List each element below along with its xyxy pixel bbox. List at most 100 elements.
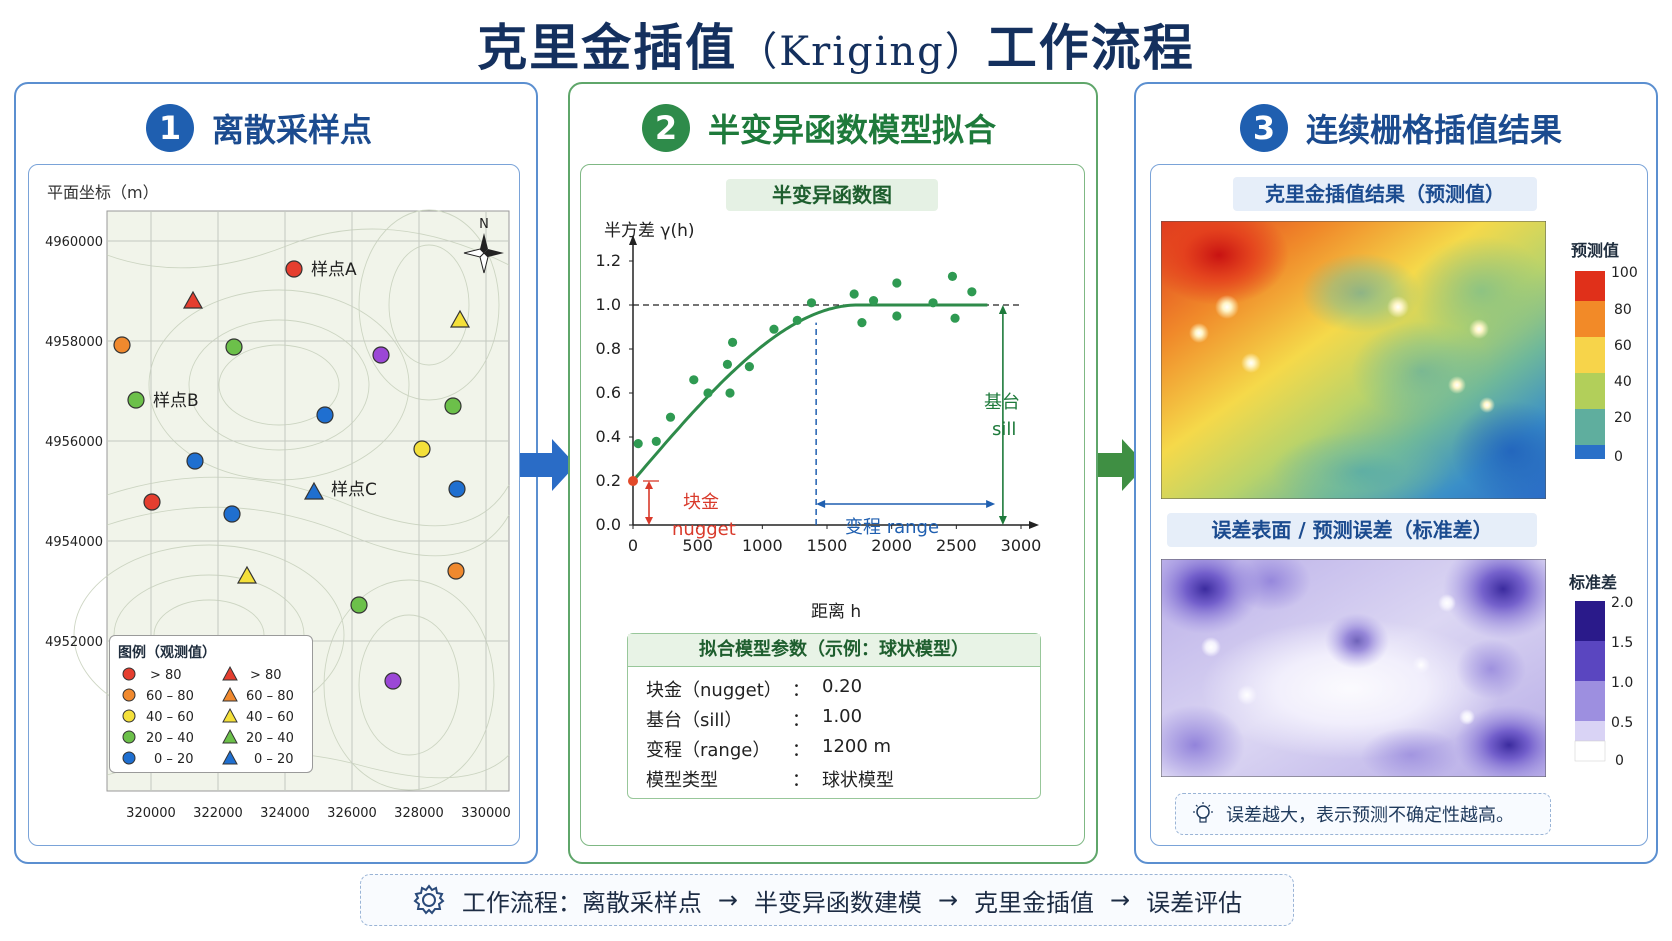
y-tick-label: 0.4 bbox=[596, 427, 621, 446]
step-number-1: 1 bbox=[146, 104, 194, 152]
panel-variogram: 2 半变异函数模型拟合 半变异函数图 半方差 γ(h) 距离 h 0 500 100… bbox=[568, 82, 1098, 864]
prediction-scale-title: 预测值 bbox=[1571, 241, 1620, 260]
colorbar-step bbox=[1575, 337, 1605, 373]
panel-raster-result: 3 连续栅格插值结果 克里金插值结果（预测值） bbox=[1134, 82, 1658, 864]
legend-circle bbox=[122, 688, 136, 702]
param-sep: ： bbox=[792, 770, 810, 791]
y-tick-label: 0.8 bbox=[596, 339, 621, 358]
legend-label: 20 – 40 bbox=[146, 731, 194, 746]
sample-point bbox=[223, 505, 241, 523]
uncertainty-note-text: 误差越大，表示预测不确定性越高。 bbox=[1226, 805, 1514, 826]
map-y-tick: 4956000 bbox=[45, 435, 103, 450]
map-x-ticks: 320000 322000 324000 326000 328000 33000… bbox=[126, 806, 511, 821]
workflow-label: 工作流程：离散采样点 bbox=[462, 883, 702, 918]
panel3-heading: 连续栅格插值结果 bbox=[1306, 111, 1563, 149]
param-sep: ： bbox=[792, 680, 810, 701]
colorbar-step bbox=[1575, 721, 1605, 741]
sample-point bbox=[127, 391, 145, 409]
sill-label-cn: 基台 bbox=[984, 392, 1020, 413]
map-x-tick: 328000 bbox=[394, 806, 444, 821]
pred-scale-tick: 0 bbox=[1614, 449, 1623, 465]
y-tick-label: 0.2 bbox=[596, 471, 621, 490]
model-params-box: 拟合模型参数（示例：球状模型） 块金（nugget） ： 0.20 基台（sil… bbox=[627, 633, 1041, 799]
gear-icon bbox=[413, 884, 445, 915]
variogram-point bbox=[727, 337, 738, 347]
arrow-right-icon bbox=[1090, 439, 1146, 491]
sample-points bbox=[113, 260, 466, 690]
err-scale-tick: 2.0 bbox=[1611, 595, 1633, 611]
colorbar-step bbox=[1575, 641, 1605, 681]
workflow-bar: 工作流程：离散采样点 → 半变异函数建模 → 克里金插值 → 误差评估 bbox=[360, 874, 1294, 926]
sample-point bbox=[186, 452, 204, 470]
title-tail: 工作流程 bbox=[986, 19, 1195, 77]
sill-label-en: sill bbox=[992, 419, 1016, 440]
sample-point bbox=[143, 493, 161, 511]
param-value: 球状模型 bbox=[822, 770, 894, 791]
variogram-point bbox=[722, 359, 733, 369]
legend-label: 0 – 20 bbox=[254, 752, 294, 767]
variogram-point bbox=[792, 315, 802, 325]
range-arrow-head bbox=[816, 500, 826, 508]
variogram-point bbox=[725, 388, 735, 398]
error-heatmap bbox=[1161, 559, 1546, 777]
variogram-point bbox=[806, 298, 817, 308]
model-curve bbox=[631, 303, 988, 482]
raster-frame: 克里金插值结果（预测值） bbox=[1150, 164, 1648, 846]
workflow-arrow: → bbox=[937, 886, 959, 914]
y-tick-label: 0.0 bbox=[596, 515, 621, 534]
nugget-point bbox=[628, 476, 638, 486]
prediction-map-title: 克里金插值结果（预测值） bbox=[1233, 177, 1537, 211]
y-tick-label: 1.2 bbox=[596, 251, 621, 270]
sample-point bbox=[285, 260, 303, 278]
param-value: 1200 m bbox=[822, 736, 892, 757]
panel1-header: 1 离散采样点 bbox=[146, 104, 372, 152]
north-arrow-icon: N bbox=[463, 217, 504, 274]
legend-circle bbox=[122, 667, 136, 681]
param-value: 1.00 bbox=[822, 706, 863, 727]
legend-label: > 80 bbox=[250, 668, 282, 683]
x-tick-label: 3000 bbox=[1001, 536, 1042, 555]
param-name: 基台（sill） bbox=[646, 710, 743, 731]
step-number-3: 3 bbox=[1240, 104, 1288, 152]
workflow-step: 离散采样点 bbox=[581, 888, 702, 917]
title-latin: （Kriging） bbox=[737, 29, 987, 75]
lightbulb-icon bbox=[1193, 802, 1213, 823]
variogram-point bbox=[857, 318, 867, 328]
variogram-point bbox=[703, 388, 713, 398]
sill-arrow-head bbox=[998, 516, 1007, 525]
sampling-map-frame: 平面坐标（m） 4960000 4958000 495600 bbox=[28, 164, 520, 846]
range-arrow-head bbox=[986, 500, 996, 508]
prediction-heatmap bbox=[1161, 221, 1546, 499]
legend-circle bbox=[122, 709, 136, 723]
map-x-tick: 324000 bbox=[260, 806, 310, 821]
variogram-point bbox=[769, 324, 779, 334]
legend-triangle bbox=[222, 686, 238, 702]
map-y-ticks: 4960000 4958000 4956000 4954000 4952000 bbox=[45, 235, 103, 650]
legend-triangle bbox=[222, 728, 238, 744]
params-title: 拟合模型参数（示例：球状模型） bbox=[628, 634, 1040, 667]
colorbar-step bbox=[1575, 681, 1605, 721]
panel2-header: 2 半变异函数模型拟合 bbox=[642, 104, 996, 152]
title-main: 克里金插值 bbox=[477, 19, 738, 77]
arrow-right-icon bbox=[520, 439, 576, 491]
x-tick-label: 1500 bbox=[807, 536, 848, 555]
north-label: N bbox=[479, 217, 489, 232]
nugget-label-cn: 块金 bbox=[683, 492, 719, 513]
param-name: 模型类型 bbox=[646, 770, 718, 791]
error-colorbar: 2.0 1.5 1.0 0.5 0 bbox=[1574, 595, 1633, 765]
nugget-arrow-head bbox=[645, 517, 653, 525]
map-x-tick: 320000 bbox=[126, 806, 176, 821]
coord-label: 平面坐标（m） bbox=[47, 183, 159, 202]
colorbar-step bbox=[1575, 301, 1605, 337]
map-x-tick: 326000 bbox=[327, 806, 377, 821]
colorbar-step bbox=[1575, 409, 1605, 445]
sample-triangle bbox=[303, 481, 325, 500]
panel3-header: 3 连续栅格插值结果 bbox=[1240, 104, 1562, 152]
workflow-arrow: → bbox=[717, 886, 738, 914]
workflow-label-text: 工作流程： bbox=[461, 888, 582, 917]
map-y-tick: 4958000 bbox=[45, 335, 103, 350]
y-tick-label: 0.6 bbox=[596, 383, 621, 402]
param-sep: ： bbox=[792, 740, 810, 761]
variogram-axes: 0 500 1000 1500 2000 2500 3000 0.0 0.2 0.4 0.6 0.8 1… bbox=[596, 235, 1042, 555]
variogram-point bbox=[849, 289, 859, 299]
